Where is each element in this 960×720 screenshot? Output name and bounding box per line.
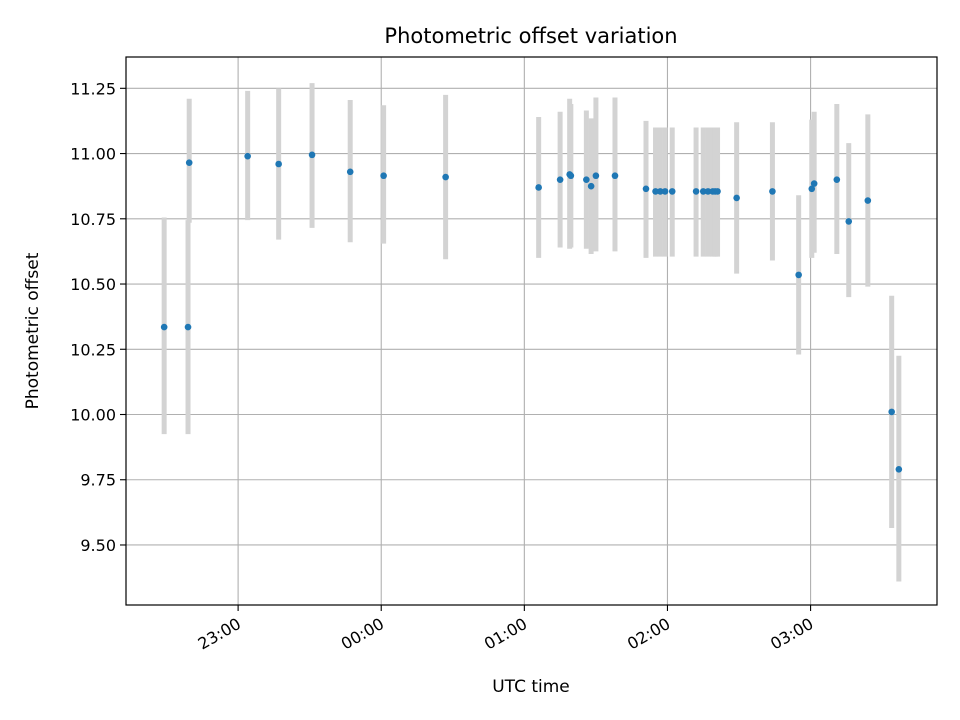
data-point [592,172,600,180]
data-point [346,168,354,176]
data-points [160,151,903,473]
data-point [733,194,740,202]
y-tick-label: 10.50 [70,275,116,294]
data-point [611,172,619,180]
y-tick-label: 10.25 [70,340,116,359]
plot-frame [125,56,938,606]
data-point [567,172,575,180]
data-point [642,185,650,193]
y-axis-title: Photometric offset [23,252,43,409]
data-point [556,176,564,183]
data-point [160,323,168,331]
data-point [699,188,707,195]
data-point [808,185,816,193]
data-point [535,184,542,191]
y-tick-label: 11.25 [70,79,116,98]
data-point [714,188,721,195]
y-axis-ticks: 9.50 9.75 10.00 10.25 10.50 10.75 11.00 11.25 [70,79,126,555]
data-point [810,180,818,187]
data-point [185,159,193,166]
chart-title: Photometric offset variation [384,24,677,48]
y-tick-label: 9.50 [80,536,116,555]
y-tick-label: 9.75 [80,471,116,490]
data-point [795,271,802,279]
data-point [864,197,872,204]
data-point [668,188,676,195]
data-point [587,182,595,190]
data-point [769,188,776,195]
y-grid-lines [126,87,937,546]
data-point [888,408,895,416]
data-point [244,152,251,160]
y-tick-label: 11.00 [70,145,116,164]
data-point [442,173,449,181]
data-point [308,151,316,159]
data-point [652,188,659,195]
x-axis-title: UTC time [492,677,570,697]
data-point [895,466,903,473]
data-point [184,323,192,331]
data-point [657,188,664,195]
data-point [833,176,841,183]
y-tick-label: 10.75 [70,210,116,229]
data-point [704,188,712,195]
data-point [661,188,669,195]
y-tick-label: 10.00 [70,406,116,425]
plot-area [126,57,937,605]
data-point [275,160,282,168]
data-point [845,218,853,225]
data-point [380,172,387,180]
data-point [583,176,590,183]
data-point [692,188,700,195]
